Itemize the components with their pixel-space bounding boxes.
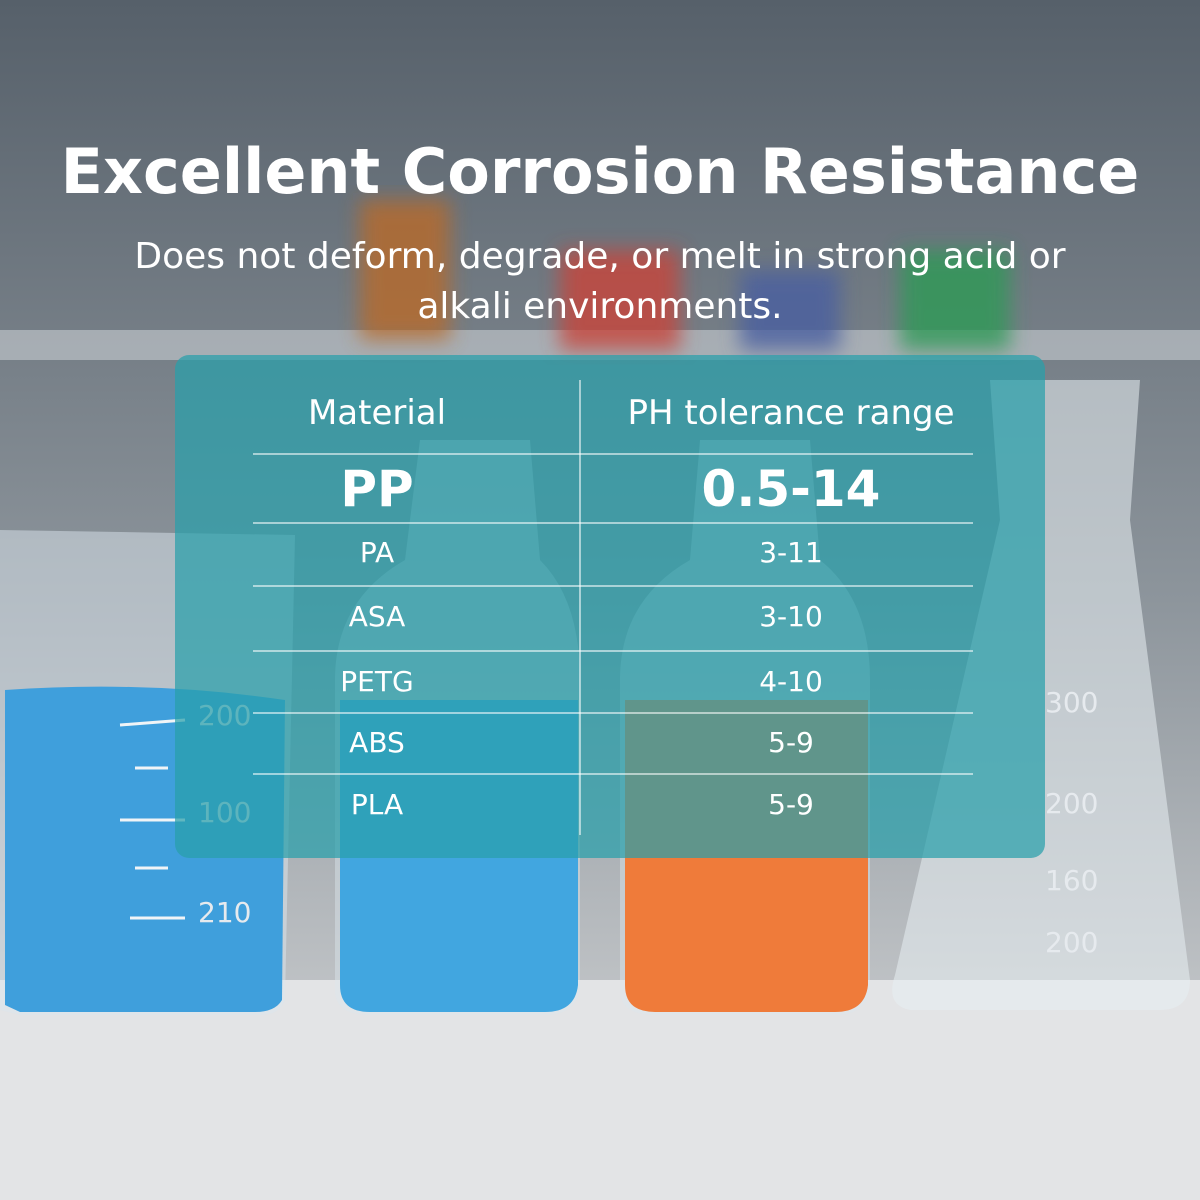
subtitle: Does not deform, degrade, or melt in str… [134,236,1066,327]
column-divider [579,380,581,835]
table-cell: 4-10 [759,665,823,698]
row-divider [253,453,973,455]
table: Material PH tolerance range PP 0.5-14 PA 3-11… [175,355,1045,858]
table-cell: 3-11 [759,536,823,569]
beaker-mark: 210 [198,896,251,929]
table-cell: ABS [349,726,405,759]
column-header: PH tolerance range [627,393,955,433]
table-cell: PLA [350,788,404,821]
table-cell: ASA [348,600,406,633]
flask-mark: 200 [1045,926,1098,959]
table-cell: 5-9 [768,726,814,759]
row-divider [253,712,973,714]
row-divider [253,650,973,652]
title: Excellent Corrosion Resistance [60,135,1140,208]
row-divider [253,585,973,587]
column-header: Material [307,393,447,433]
table-cell: PP [340,460,414,518]
flask-mark: 300 [1045,686,1098,719]
table-cell: 0.5-14 [701,460,881,518]
table-cell: PA [359,536,395,569]
flask-mark: 200 [1045,787,1098,820]
row-divider [253,773,973,775]
flask-mark: 160 [1045,864,1098,897]
row-divider [253,522,973,524]
table-cell: PETG [340,665,414,698]
table-cell: 3-10 [759,600,823,633]
table-cell: 5-9 [768,788,814,821]
